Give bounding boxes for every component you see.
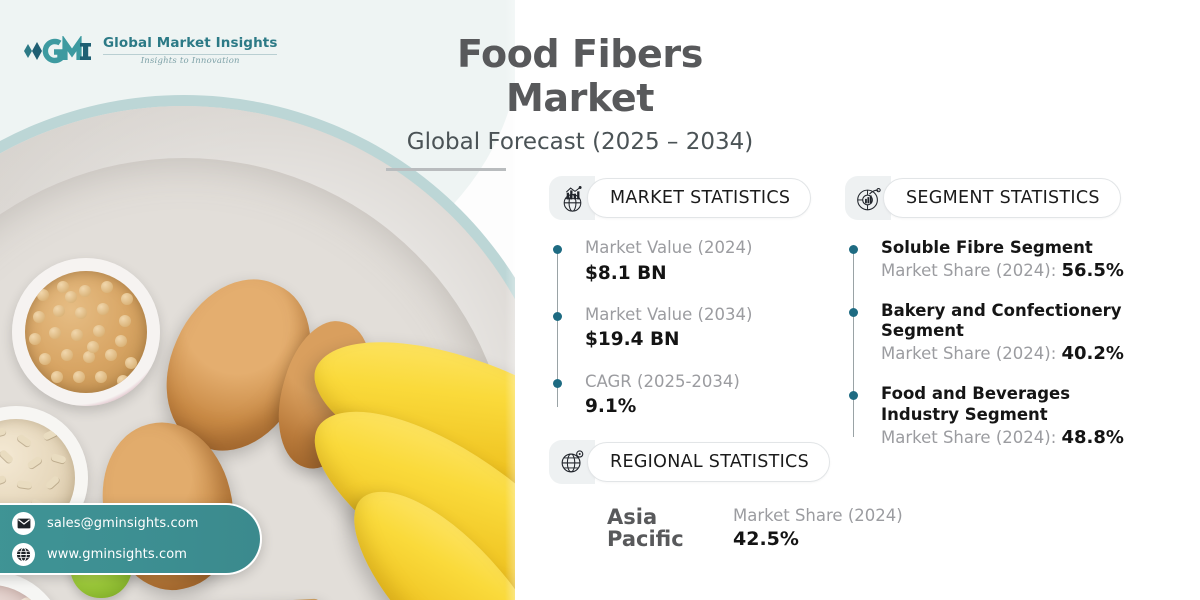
region-share-value: 42.5% xyxy=(733,528,799,550)
segment-share-value: 56.5% xyxy=(1061,260,1124,282)
stat-label: Market Value (2034) xyxy=(585,304,753,324)
segment-share: Market Share (2024): 56.5% xyxy=(881,260,1149,281)
chickpeas-bowl xyxy=(12,258,160,406)
market-statistics-section: MARKET STATISTICS Market Value (2024) $8… xyxy=(549,176,812,418)
region-share-label: Market Share (2024) xyxy=(733,506,903,525)
segment-share-label: Market Share (2024): xyxy=(881,261,1057,281)
segment-share: Market Share (2024): 40.2% xyxy=(881,343,1149,364)
title-accent-rule xyxy=(386,168,506,171)
contact-website: www.gminsights.com xyxy=(47,547,188,562)
gmi-diamond-logo-icon xyxy=(20,36,94,66)
region-name: Asia Pacific xyxy=(607,505,684,552)
segment-statistics-label: SEGMENT STATISTICS xyxy=(883,178,1121,218)
brand-name: Global Market Insights xyxy=(103,35,278,51)
list-item: Food and Beverages Industry Segment Mark… xyxy=(848,384,1149,448)
stat-value: $19.4 BN xyxy=(585,329,680,351)
brand-tagline: Insights to Innovation xyxy=(140,55,240,66)
list-item: Soluble Fibre Segment Market Share (2024… xyxy=(848,238,1149,281)
market-statistics-list: Market Value (2024) $8.1 BN Market Value… xyxy=(549,238,811,418)
content-panel xyxy=(515,0,1200,600)
stat-label: Market Value (2024) xyxy=(585,238,753,257)
envelope-icon xyxy=(12,512,35,535)
segment-share-label: Market Share (2024): xyxy=(881,344,1057,364)
market-statistics-badge[interactable]: MARKET STATISTICS xyxy=(549,176,812,220)
segment-share: Market Share (2024): 48.8% xyxy=(881,427,1149,448)
contact-bar: sales@gminsights.com www.gminsights.com xyxy=(0,503,262,575)
bullet-dot xyxy=(848,308,858,318)
segment-statistics-section: SEGMENT STATISTICS Soluble Fibre Segment… xyxy=(845,176,1149,448)
contact-email-row[interactable]: sales@gminsights.com xyxy=(12,512,260,535)
list-item: Bakery and Confectionery Segment Market … xyxy=(848,301,1149,364)
panel-edge-fade xyxy=(505,0,545,600)
bullet-dot xyxy=(552,245,562,254)
regional-statistics-badge[interactable]: REGIONAL STATISTICS xyxy=(549,440,830,484)
contact-email: sales@gminsights.com xyxy=(47,516,199,531)
segment-name: Food and Beverages Industry Segment xyxy=(881,384,1071,424)
title-block: Food Fibers Market Global Forecast (2025… xyxy=(386,32,1026,171)
segment-statistics-badge[interactable]: SEGMENT STATISTICS xyxy=(845,176,1121,220)
timeline-spine xyxy=(853,247,855,437)
contact-website-row[interactable]: www.gminsights.com xyxy=(12,543,260,566)
page-title: Food Fibers Market xyxy=(457,32,703,120)
gmi-logo[interactable]: Global Market Insights Insights to Innov… xyxy=(20,35,278,66)
market-statistics-label: MARKET STATISTICS xyxy=(587,178,812,218)
regional-statistics-label: REGIONAL STATISTICS xyxy=(587,442,830,482)
region-row: Asia Pacific Market Share (2024) 42.5% xyxy=(549,506,903,550)
logo-divider xyxy=(103,53,278,55)
segment-name: Soluble Fibre Segment xyxy=(881,238,1093,257)
stat-label: CAGR (2025-2034) xyxy=(585,371,740,391)
region-share: Market Share (2024) 42.5% xyxy=(733,506,903,550)
bullet-dot xyxy=(848,391,858,401)
segment-share-label: Market Share (2024): xyxy=(881,427,1057,447)
bullet-dot xyxy=(552,378,562,388)
timeline-spine xyxy=(557,247,559,408)
segment-statistics-list: Soluble Fibre Segment Market Share (2024… xyxy=(845,238,1149,448)
segment-name: Bakery and Confectionery Segment xyxy=(881,301,1122,341)
globe-icon xyxy=(12,543,35,566)
segment-share-value: 40.2% xyxy=(1061,343,1124,365)
bullet-dot xyxy=(848,245,858,254)
list-item: Market Value (2024) $8.1 BN xyxy=(552,238,811,285)
stat-value: $8.1 BN xyxy=(585,262,667,284)
list-item: Market Value (2034) $19.4 BN xyxy=(552,304,811,352)
list-item: CAGR (2025-2034) 9.1% xyxy=(552,371,811,419)
segment-share-value: 48.8% xyxy=(1061,426,1124,448)
bullet-dot xyxy=(552,311,562,321)
page-subtitle: Global Forecast (2025 – 2034) xyxy=(406,129,754,155)
stat-value: 9.1% xyxy=(585,396,637,418)
regional-statistics-section: REGIONAL STATISTICS Asia Pacific Market … xyxy=(549,440,903,550)
globe-bar-chart-icon xyxy=(549,176,595,220)
